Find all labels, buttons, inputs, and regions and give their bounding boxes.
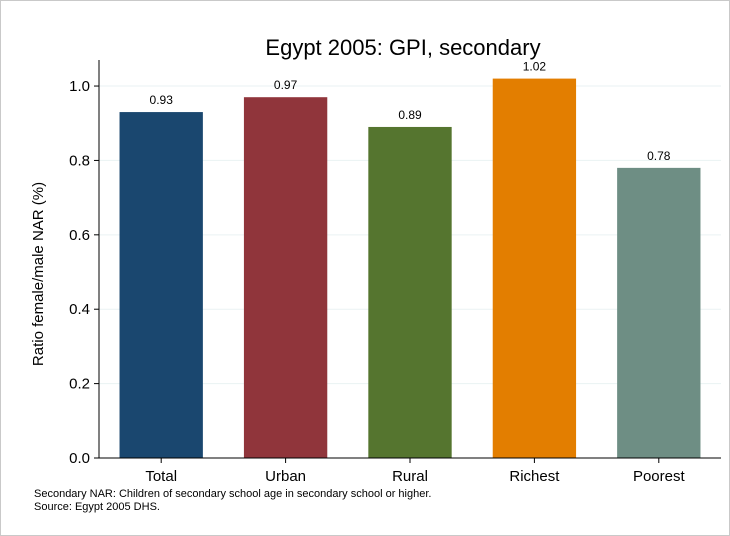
x-tick-label-rural: Rural [392,468,428,485]
chart-title: Egypt 2005: GPI, secondary [265,35,540,60]
footnote-source: Source: Egypt 2005 DHS. [34,501,160,513]
y-tick-label-2: 0.4 [69,301,90,318]
x-tick-label-urban: Urban [265,468,306,485]
bar-richest [492,78,577,458]
bar-total [119,112,203,458]
y-tick-label-4: 0.8 [69,152,90,169]
footnote-definition: Secondary NAR: Children of secondary sch… [34,488,432,500]
y-axis-label: Ratio female/male NAR (%) [30,182,47,366]
data-labels: 0.93 0.97 0.89 1.02 0.78 [150,60,671,163]
data-label-total: 0.93 [150,93,174,107]
data-label-poorest: 0.78 [647,149,671,163]
bar-urban [243,97,328,458]
y-tick-label-1: 0.2 [69,376,90,393]
x-tick-label-richest: Richest [509,468,560,485]
axes: Total Urban Rural Richest Poorest 0.0 0.2 0.4 0.… [69,60,721,485]
x-tick-label-poorest: Poorest [633,468,686,485]
data-label-urban: 0.97 [274,78,298,92]
data-label-richest: 1.02 [523,60,547,74]
y-tick-label-3: 0.6 [69,227,90,244]
bars [119,78,701,459]
bar-rural [368,126,452,458]
bar-poorest [617,167,701,459]
data-label-rural: 0.89 [398,108,422,122]
y-tick-label-0: 0.0 [69,450,90,467]
y-tick-label-5: 1.0 [69,78,90,95]
x-tick-label-total: Total [145,468,177,485]
